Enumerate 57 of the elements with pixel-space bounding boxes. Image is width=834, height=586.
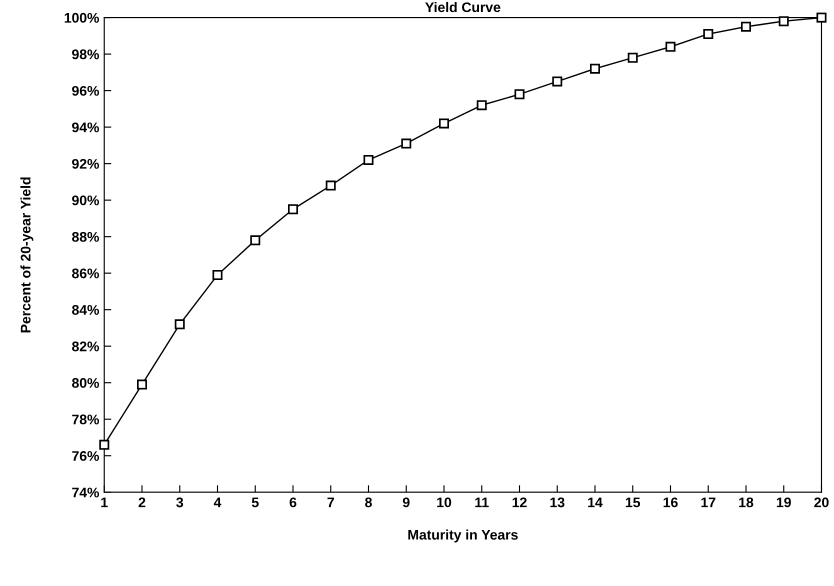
point <box>628 52 638 63</box>
y-tick-label: 100% <box>64 12 100 23</box>
point <box>288 204 298 214</box>
point <box>740 22 751 32</box>
point <box>212 270 222 280</box>
y-tick-label: 80% <box>72 378 100 388</box>
x-tick-label: 1 <box>101 498 108 508</box>
x-tick-label: 16 <box>664 497 678 508</box>
x-tick-label: 17 <box>701 498 716 508</box>
x-axis-title: Maturity in Years <box>408 529 518 542</box>
point <box>137 380 147 390</box>
point <box>703 29 714 40</box>
chart-title: Yield Curve <box>425 2 500 12</box>
x-tick-label: 5 <box>252 498 259 508</box>
point <box>552 76 562 86</box>
x-tick-label: 11 <box>475 498 489 508</box>
point <box>778 16 789 26</box>
x-tick-label: 6 <box>290 497 296 508</box>
x-tick-label: 9 <box>402 497 410 508</box>
point <box>438 118 449 128</box>
y-tick-label: 94% <box>72 122 100 132</box>
x-tick-label: 4 <box>214 498 222 508</box>
x-tick-label: 10 <box>437 497 452 508</box>
point <box>514 89 524 100</box>
point <box>326 180 336 191</box>
point <box>665 42 676 52</box>
x-tick-label: 12 <box>512 497 527 508</box>
x-tick-label: 2 <box>138 497 146 508</box>
x-tick-label: 14 <box>588 498 603 508</box>
point <box>816 12 826 23</box>
y-tick-label: 82% <box>72 342 100 352</box>
point <box>99 440 110 450</box>
point <box>476 100 487 110</box>
y-tick-label: 88% <box>72 232 100 242</box>
point <box>250 235 260 246</box>
point <box>401 138 412 149</box>
y-axis-title: Percent of 20-year Yield <box>20 177 34 332</box>
x-tick-label: 3 <box>176 497 184 508</box>
point <box>174 319 185 330</box>
y-tick-label: 84% <box>72 305 100 315</box>
y-tick-label: 98% <box>72 49 100 60</box>
x-tick-label: 13 <box>550 497 564 508</box>
y-tick-label: 90% <box>72 195 100 206</box>
y-tick-label: 78% <box>72 414 100 424</box>
point <box>590 64 600 74</box>
y-tick-label: 96% <box>72 86 100 96</box>
x-tick-label: 7 <box>327 498 334 508</box>
x-tick-label: 15 <box>626 498 640 508</box>
point <box>363 154 374 165</box>
y-tick-label: 74% <box>72 488 100 498</box>
x-tick-label: 18 <box>739 497 754 508</box>
x-tick-label: 8 <box>365 497 372 508</box>
x-tick-label: 20 <box>814 497 829 508</box>
y-tick-label: 92% <box>72 158 100 169</box>
y-tick-label: 86% <box>72 268 100 278</box>
x-tick-label: 19 <box>776 497 791 508</box>
y-tick-label: 76% <box>72 451 100 461</box>
